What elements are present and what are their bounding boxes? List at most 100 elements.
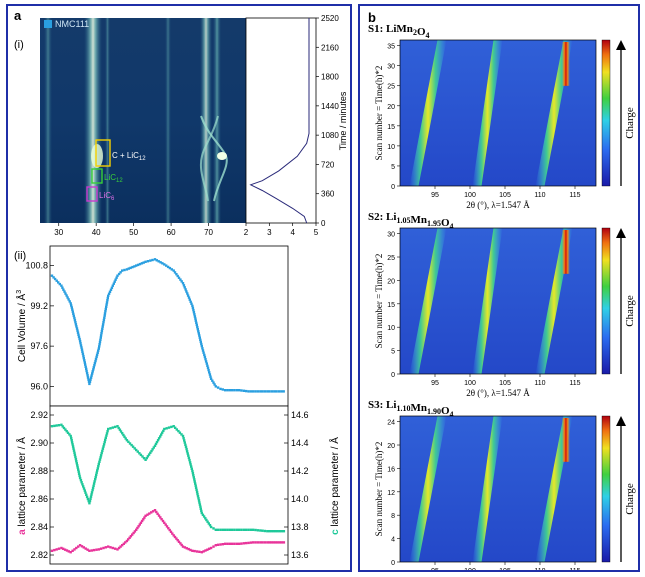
volume-point (81, 350, 84, 353)
volume-point (189, 300, 192, 303)
c-point (133, 447, 136, 450)
a-point (102, 546, 105, 550)
volume-point (115, 276, 118, 279)
volume-point (88, 380, 92, 383)
volume-point (214, 385, 217, 388)
volume-point (151, 258, 154, 262)
c-point (100, 451, 103, 455)
volume-point (116, 274, 119, 277)
volume-point (92, 368, 95, 371)
c-point (198, 501, 201, 504)
a-point (274, 541, 277, 544)
volume-point (277, 390, 281, 393)
volume-point (188, 298, 191, 301)
c-point (197, 499, 201, 502)
a-point (228, 542, 231, 545)
c-point (88, 499, 92, 503)
volume-point (198, 334, 201, 337)
c-point (76, 464, 79, 467)
c-point (272, 530, 275, 533)
volume-point (195, 321, 198, 324)
volume-point (193, 315, 197, 318)
a-point (204, 549, 207, 552)
volume-point (198, 336, 201, 339)
c-point (231, 528, 234, 531)
heatmap-x-axis: 30 40 50 60 70 (54, 223, 214, 237)
c-point (123, 435, 126, 438)
xrd-peak-hot (561, 418, 570, 462)
volume-point (98, 343, 101, 346)
c-point (55, 424, 58, 427)
volume-point (107, 294, 110, 297)
c-point (187, 454, 190, 457)
y-tick-label: 5 (391, 164, 395, 171)
c-point (93, 480, 96, 483)
heatmap-band (200, 18, 212, 223)
c-point (178, 431, 182, 434)
a-point (276, 541, 279, 544)
c-point (205, 518, 208, 522)
c-point (224, 528, 227, 531)
title-sub: 1.10 (396, 404, 410, 413)
y-tick-label: 97.6 (30, 341, 48, 351)
volume-point (201, 349, 205, 352)
c-point (98, 458, 102, 461)
c-point (72, 447, 75, 450)
lic6-box (86, 186, 98, 202)
a-point (259, 541, 262, 544)
volume-point (75, 327, 79, 330)
volume-point (79, 342, 82, 345)
volume-point (125, 268, 129, 271)
volume-ylabel: Cell Volume / Å3 (15, 290, 28, 362)
c-point (240, 528, 243, 531)
a-point (67, 550, 70, 553)
c-point (191, 469, 194, 473)
potential-frame (245, 17, 317, 224)
volume-point (252, 390, 255, 393)
title-sub: 1.95 (427, 219, 441, 228)
c-point (107, 427, 110, 431)
xrd-peak-band (472, 228, 503, 374)
a-point (50, 549, 54, 552)
c-point (91, 486, 95, 490)
volume-point (196, 325, 199, 329)
volume-point (247, 390, 250, 393)
volume-point (93, 364, 96, 367)
c-point (194, 484, 197, 487)
a-point (231, 542, 234, 545)
heatmap-x-tick-label: 60 (167, 228, 176, 237)
c-point (101, 447, 105, 450)
volume-point (101, 327, 104, 330)
c-point (121, 432, 124, 435)
subplot-title: S3: Li1.10Mn1.90O4 (368, 399, 454, 419)
c-point (114, 425, 117, 429)
c-point (83, 489, 86, 492)
time-tick-label: 720 (321, 160, 335, 169)
volume-point (60, 284, 63, 287)
c-lic12-annotation: C + LiC12 (112, 151, 146, 162)
volume-point (235, 389, 239, 392)
a-point (84, 547, 87, 550)
x-tick-label: 115 (569, 568, 580, 570)
volume-point (88, 382, 91, 386)
subplot-title: S2: Li1.05Mn1.95O4 (368, 211, 454, 231)
c-point (187, 456, 191, 460)
c-point (86, 497, 90, 501)
c-point (197, 497, 200, 500)
c-point (62, 426, 66, 430)
a-point (104, 546, 107, 549)
y-tick-label: 15 (387, 302, 395, 309)
a-point (245, 541, 248, 545)
potential-x-tick-label: 3 (267, 228, 272, 237)
c-point (75, 462, 78, 465)
volume-point (105, 305, 108, 308)
xrd-peak-band (472, 40, 503, 186)
volume-point (66, 296, 69, 299)
volume-point (206, 364, 209, 367)
y-tick-label: 13.8 (291, 522, 309, 532)
c-point (102, 445, 105, 448)
c-point (282, 530, 286, 533)
y-tick-label: 25 (387, 255, 395, 262)
y-tick-label: 20 (387, 278, 395, 285)
volume-point (185, 290, 188, 293)
